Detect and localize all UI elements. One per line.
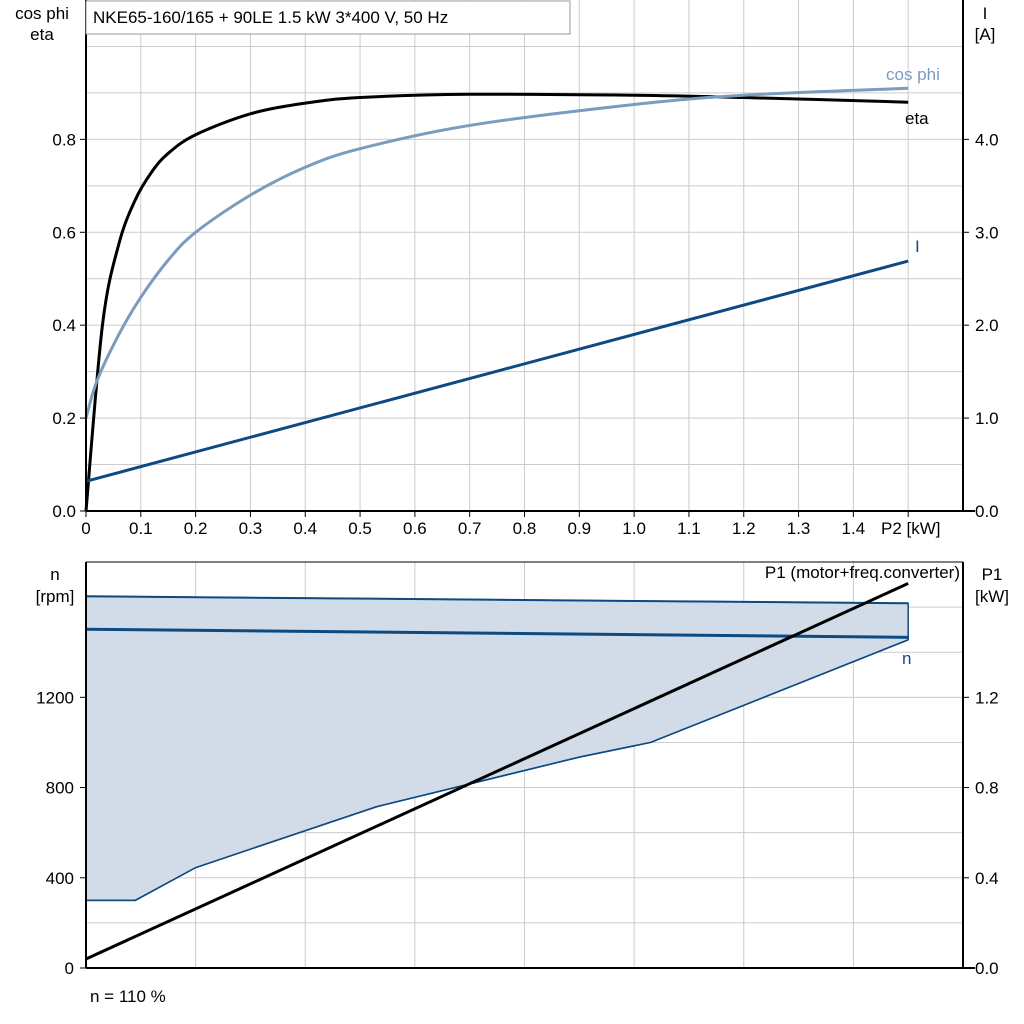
left-axis-label-2: eta bbox=[30, 25, 54, 44]
x-tick-label: 0.2 bbox=[184, 519, 208, 538]
cos-phi-curve bbox=[84, 86, 909, 419]
footer-speed: n = 110 % bbox=[90, 987, 166, 1006]
y-tick-label-right: 2.0 bbox=[975, 316, 999, 335]
left-axis-label-1: cos phi bbox=[15, 4, 69, 23]
x-tick-label: 1.4 bbox=[842, 519, 866, 538]
x-tick-label: 0.9 bbox=[567, 519, 591, 538]
bottom-left-axis-label-1: n bbox=[50, 565, 59, 584]
p1-power-line bbox=[85, 582, 909, 961]
series-label-eta: eta bbox=[905, 109, 929, 128]
series-label-p1: P1 (motor+freq.converter) bbox=[765, 563, 960, 582]
bottom-right-axis-label-2: [kW] bbox=[975, 587, 1009, 606]
y-tick-label-right: 3.0 bbox=[975, 223, 999, 242]
x-tick-label: 0 bbox=[81, 519, 90, 538]
series-label-cos-phi: cos phi bbox=[886, 65, 940, 84]
x-tick-label: 0.4 bbox=[293, 519, 317, 538]
axes bbox=[80, 0, 975, 969]
x-axis-label: P2 [kW] bbox=[881, 519, 941, 538]
x-tick-label: 1.3 bbox=[787, 519, 811, 538]
right-axis-label-2: [A] bbox=[975, 25, 996, 44]
y-tick-label-right: 0.8 bbox=[975, 779, 999, 798]
y-tick-label-right: 0.0 bbox=[975, 959, 999, 978]
x-tick-label: 1.2 bbox=[732, 519, 756, 538]
x-tick-label: 0.1 bbox=[129, 519, 153, 538]
y-tick-label-left: 0.4 bbox=[52, 316, 76, 335]
y-tick-label-left: 0 bbox=[65, 959, 74, 978]
y-tick-label-left: 0.2 bbox=[52, 409, 76, 428]
y-tick-label-left: 400 bbox=[46, 869, 74, 888]
x-tick-label: 0.5 bbox=[348, 519, 372, 538]
chart-title: NKE65-160/165 + 90LE 1.5 kW 3*400 V, 50 … bbox=[93, 8, 448, 27]
x-tick-label: 0.8 bbox=[513, 519, 537, 538]
current-line bbox=[85, 259, 909, 483]
bottom-right-axis-label-1: P1 bbox=[982, 565, 1003, 584]
eta-curve bbox=[84, 92, 909, 512]
right-axis-label-1: I bbox=[983, 4, 988, 23]
y-tick-label-left: 0.8 bbox=[52, 130, 76, 149]
y-tick-label-left: 0.6 bbox=[52, 223, 76, 242]
tick-labels: 0 0.1 0.2 0.3 0.4 0.5 0.6 0.7 0.8 0.9 1.0 1.1 1.2 1.3… bbox=[36, 130, 998, 978]
max-speed-line bbox=[85, 595, 909, 605]
y-tick-label-right: 4.0 bbox=[975, 130, 999, 149]
top-grid bbox=[86, 0, 963, 511]
series-label-n: n bbox=[902, 649, 911, 668]
top-series bbox=[84, 86, 909, 512]
y-tick-label-right: 0.4 bbox=[975, 869, 999, 888]
nominal-speed-line bbox=[85, 627, 909, 639]
y-tick-label-right: 0.0 bbox=[975, 502, 999, 521]
bottom-left-axis-label-2: [rpm] bbox=[36, 587, 75, 606]
y-tick-label-left: 800 bbox=[46, 779, 74, 798]
x-tick-label: 0.6 bbox=[403, 519, 427, 538]
min-speed-line bbox=[86, 639, 909, 902]
y-tick-label-left: 1200 bbox=[36, 688, 74, 707]
y-tick-label-right: 1.2 bbox=[975, 688, 999, 707]
x-tick-label: 0.7 bbox=[458, 519, 482, 538]
x-tick-label: 1.1 bbox=[677, 519, 701, 538]
speed-range-area bbox=[85, 595, 909, 902]
x-tick-label: 1.0 bbox=[622, 519, 646, 538]
x-tick-label: 0.3 bbox=[239, 519, 263, 538]
y-tick-label-left: 0.0 bbox=[52, 502, 76, 521]
title-box bbox=[85, 0, 571, 35]
y-tick-label-right: 1.0 bbox=[975, 409, 999, 428]
series-label-i: I bbox=[915, 237, 920, 256]
bottom-series bbox=[85, 582, 909, 961]
